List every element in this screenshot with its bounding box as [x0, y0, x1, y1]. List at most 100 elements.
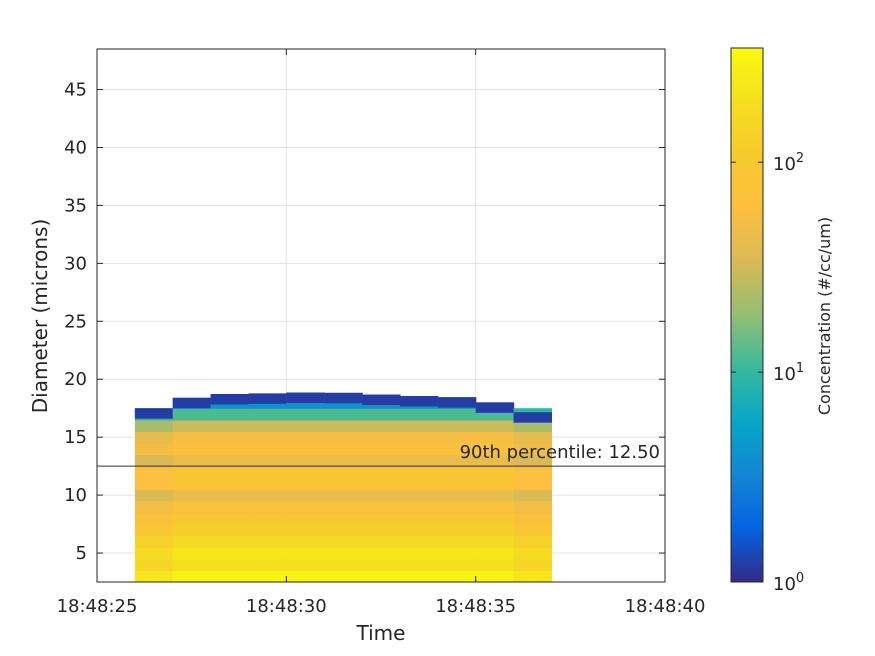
x-axis-ticks: 18:48:25 18:48:30 18:48:35 18:48:40 — [57, 49, 705, 617]
contour-cell — [134, 500, 174, 514]
contour-cell — [399, 477, 439, 490]
y-tick-label: 45 — [64, 80, 87, 101]
contour-cell — [513, 500, 552, 514]
contour-cell — [286, 535, 325, 548]
colorbar-ticks: 100 101 102 — [731, 151, 804, 595]
contour-cell — [437, 408, 477, 421]
contour-cell — [437, 500, 477, 514]
contour-cell — [324, 419, 363, 432]
contour-cell — [399, 524, 439, 537]
contour-cell — [475, 454, 515, 467]
contour-cell — [362, 477, 401, 490]
contour-cell — [286, 512, 325, 525]
contour-cell — [362, 535, 401, 548]
contour-cell — [437, 477, 477, 490]
contour-cell — [513, 419, 552, 432]
contour-cell — [134, 558, 174, 572]
contour-cell — [324, 454, 363, 467]
colorbar: 100 101 102 Concentration (#/cc/um) — [730, 47, 834, 595]
contour-cell — [362, 512, 401, 525]
contour-cell — [248, 454, 287, 467]
contour-edge-cell — [210, 394, 250, 405]
contour-cell — [134, 570, 174, 582]
contour-cell — [248, 512, 287, 525]
contour-cell — [475, 558, 515, 572]
contour-cell — [475, 535, 515, 548]
contour-edge-cell — [513, 412, 552, 423]
contour-cell — [475, 477, 515, 490]
contour-cell — [362, 558, 401, 572]
contour-cell — [210, 477, 250, 490]
contour-cell — [399, 454, 439, 467]
y-axis-title: Diameter (microns) — [28, 219, 52, 413]
contour-cell — [362, 466, 401, 479]
contour-cell — [134, 477, 174, 490]
contour-cell — [437, 512, 477, 525]
y-tick-label: 25 — [64, 311, 87, 332]
contour-cell — [286, 477, 325, 490]
contour-cell — [399, 489, 439, 502]
contour-cell — [172, 477, 212, 490]
contour-cell — [210, 535, 250, 548]
contour-cell — [210, 500, 250, 514]
y-tick-label: 35 — [64, 195, 87, 216]
contour-cell — [513, 570, 552, 582]
contour-cell — [362, 408, 401, 421]
contour-cell — [324, 512, 363, 525]
y-tick-label: 5 — [76, 543, 87, 564]
contour-cell — [172, 535, 212, 548]
contour-cell — [362, 442, 401, 456]
contour-cell — [286, 500, 325, 514]
contour-cell — [437, 454, 477, 467]
contour-cell — [324, 500, 363, 514]
contour-cell — [399, 408, 439, 421]
contour-cell — [248, 442, 287, 456]
contour-cell — [399, 442, 439, 456]
contour-cell — [362, 547, 401, 560]
contour-cell — [513, 477, 552, 490]
contour-cell — [362, 431, 401, 444]
contour-edge-cell — [324, 392, 363, 404]
contour-cell — [399, 570, 439, 582]
y-tick-label: 10 — [64, 485, 87, 506]
contour-cell — [210, 489, 250, 502]
contour-cell — [324, 547, 363, 560]
percentile-label: 90th percentile: 12.50 — [460, 442, 660, 463]
contour-cell — [513, 524, 552, 537]
contour-cell — [172, 431, 212, 444]
contour-cell — [399, 431, 439, 444]
grid-lines — [96, 49, 666, 582]
contour-cell — [210, 466, 250, 479]
contour-cell — [437, 524, 477, 537]
contour-cell — [248, 419, 287, 432]
contour-cell — [324, 431, 363, 444]
contour-cell — [437, 535, 477, 548]
percentile-annotation: 90th percentile: 12.50 — [97, 442, 665, 467]
contour-cell — [248, 408, 287, 421]
contour-cell — [399, 547, 439, 560]
contour-edge-cell — [399, 396, 439, 407]
x-tick-label: 18:48:35 — [435, 596, 516, 617]
contour-cell — [513, 442, 552, 456]
colorbar-gradient — [730, 47, 764, 583]
contour-cell — [172, 466, 212, 479]
contour-cell — [513, 466, 552, 479]
contour-cell — [172, 547, 212, 560]
contour-cell — [513, 512, 552, 525]
contour-cell — [399, 558, 439, 572]
contour-cell — [324, 524, 363, 537]
contour-cell — [475, 442, 515, 456]
contour-cell — [248, 524, 287, 537]
contour-cell — [134, 547, 174, 560]
contour-cell — [286, 558, 325, 572]
contour-edge-cell — [134, 408, 174, 419]
contour-cell — [475, 570, 515, 582]
contour-cell — [437, 466, 477, 479]
x-tick-label: 18:48:30 — [246, 596, 327, 617]
contour-cell — [172, 570, 212, 582]
contour-cell — [134, 431, 174, 444]
contour-cell — [134, 466, 174, 479]
contour-cell — [286, 419, 325, 432]
contour-cell — [248, 547, 287, 560]
